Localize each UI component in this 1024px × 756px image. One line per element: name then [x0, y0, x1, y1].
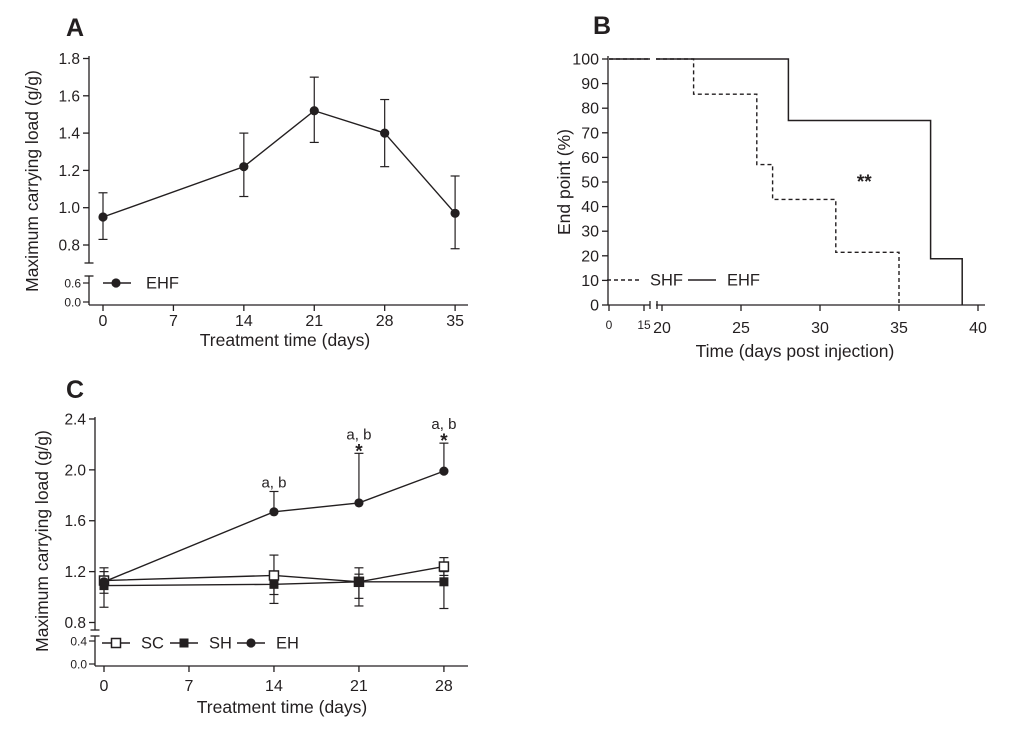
- svg-text:SH: SH: [209, 635, 232, 653]
- panel-c-letter: C: [66, 376, 85, 404]
- svg-text:0.8: 0.8: [58, 238, 80, 255]
- svg-text:0.4: 0.4: [70, 635, 87, 649]
- svg-text:21: 21: [350, 678, 368, 695]
- svg-text:28: 28: [376, 313, 394, 330]
- svg-text:90: 90: [581, 76, 599, 93]
- svg-text:EHF: EHF: [727, 272, 760, 290]
- svg-text:10: 10: [581, 273, 599, 290]
- svg-text:SHF: SHF: [650, 272, 683, 290]
- svg-text:80: 80: [581, 101, 599, 118]
- panel-b-letter: B: [593, 12, 612, 40]
- svg-text:SC: SC: [141, 635, 164, 653]
- svg-text:25: 25: [732, 320, 750, 337]
- svg-text:28: 28: [435, 678, 453, 695]
- svg-text:2.4: 2.4: [64, 411, 86, 428]
- svg-text:30: 30: [811, 320, 829, 337]
- svg-text:20: 20: [653, 320, 671, 337]
- svg-text:0: 0: [100, 678, 109, 695]
- svg-text:EHF: EHF: [146, 275, 179, 293]
- panel-a-x-axis-title: Treatment time (days): [199, 330, 371, 350]
- svg-text:a, b: a, b: [431, 416, 456, 433]
- svg-text:EH: EH: [276, 635, 299, 653]
- svg-text:40: 40: [969, 320, 987, 337]
- svg-text:0.0: 0.0: [64, 296, 81, 310]
- panel-c-x-axis-title: Treatment time (days): [196, 697, 368, 717]
- svg-text:100: 100: [572, 52, 599, 69]
- svg-text:35: 35: [890, 320, 908, 337]
- svg-text:a, b: a, b: [261, 474, 286, 491]
- svg-text:*: *: [355, 441, 363, 462]
- svg-text:15: 15: [637, 318, 651, 332]
- svg-text:50: 50: [581, 175, 599, 192]
- svg-text:1.6: 1.6: [58, 88, 80, 105]
- svg-text:40: 40: [581, 199, 599, 216]
- svg-text:1.6: 1.6: [64, 513, 86, 530]
- svg-text:0: 0: [99, 313, 108, 330]
- svg-text:7: 7: [185, 678, 194, 695]
- svg-text:0.6: 0.6: [64, 277, 81, 291]
- svg-text:35: 35: [446, 313, 464, 330]
- svg-text:a, b: a, b: [346, 426, 371, 443]
- svg-text:*: *: [440, 431, 448, 452]
- svg-text:1.0: 1.0: [58, 200, 80, 217]
- svg-text:1.8: 1.8: [58, 51, 80, 68]
- svg-text:21: 21: [305, 313, 323, 330]
- svg-text:14: 14: [265, 678, 283, 695]
- svg-text:30: 30: [581, 224, 599, 241]
- svg-text:0.0: 0.0: [70, 658, 87, 672]
- svg-text:0: 0: [590, 298, 599, 315]
- svg-text:**: **: [857, 172, 872, 193]
- svg-text:1.2: 1.2: [58, 163, 80, 180]
- svg-text:7: 7: [169, 313, 178, 330]
- svg-text:1.2: 1.2: [64, 564, 86, 581]
- svg-text:60: 60: [581, 150, 599, 167]
- svg-text:20: 20: [581, 248, 599, 265]
- svg-text:2.0: 2.0: [64, 462, 86, 479]
- svg-text:0: 0: [606, 318, 613, 332]
- panel-a-letter: A: [66, 14, 85, 42]
- svg-text:1.4: 1.4: [58, 126, 80, 143]
- svg-text:14: 14: [235, 313, 253, 330]
- panel-a-plot: 0.8 1.0 1.2 1.4 1.6 1.8 0.0 0.6 0 7 14 21 28 35 EHF: [58, 51, 468, 330]
- svg-text:70: 70: [581, 125, 599, 142]
- svg-text:0.8: 0.8: [64, 615, 86, 632]
- panel-b-x-axis-title: Time (days post injection): [695, 341, 895, 361]
